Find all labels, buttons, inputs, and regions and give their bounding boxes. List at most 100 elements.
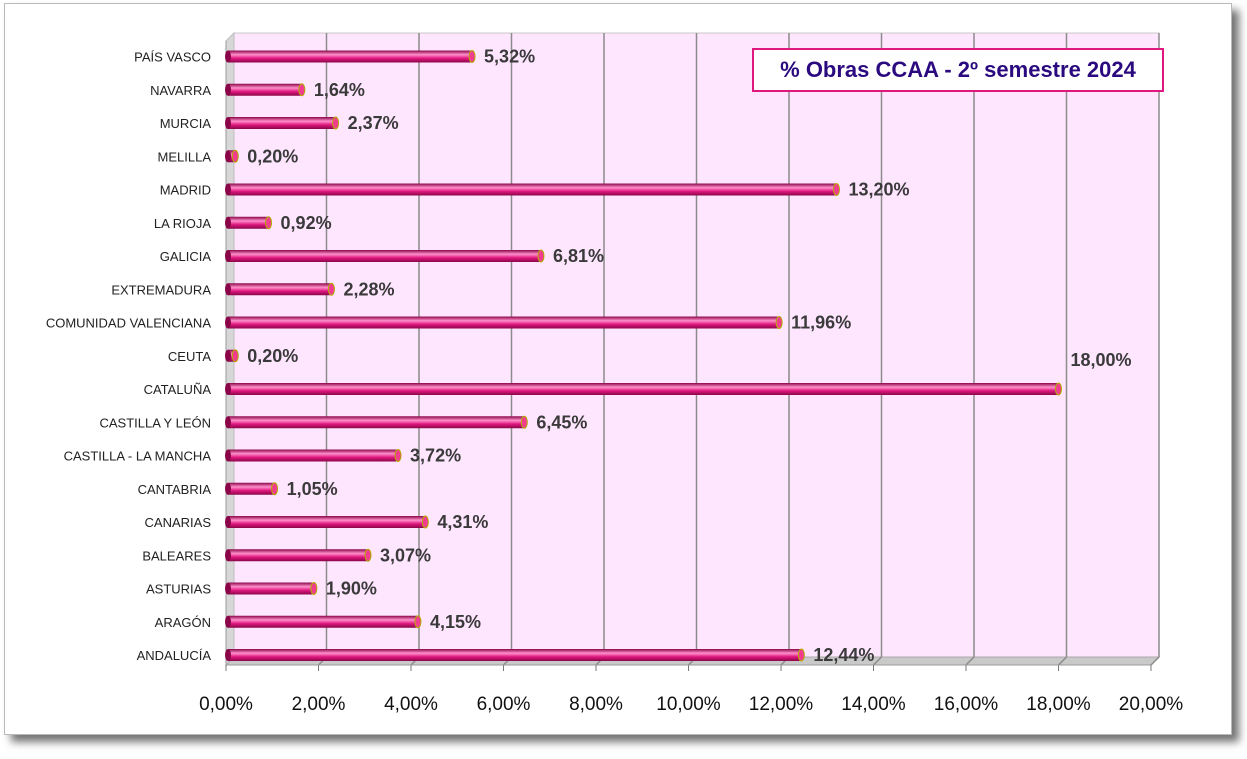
value-label: 1,64% bbox=[314, 80, 365, 100]
bar bbox=[225, 316, 783, 329]
bar-end-cap bbox=[537, 249, 545, 263]
bar-end-cap bbox=[231, 149, 239, 163]
value-label: 6,81% bbox=[553, 246, 604, 266]
category-label: CASTILLA Y LEÓN bbox=[99, 415, 211, 430]
bar-end-cap bbox=[310, 582, 318, 595]
bar-end-cap bbox=[775, 316, 783, 329]
bar bbox=[225, 149, 239, 163]
bar-end-cap bbox=[520, 415, 528, 429]
bar bbox=[225, 83, 306, 97]
bar-start-cap bbox=[225, 316, 231, 329]
bar-body bbox=[228, 416, 525, 429]
category-label: COMUNIDAD VALENCIANA bbox=[46, 316, 212, 331]
bar-start-cap bbox=[225, 482, 231, 495]
category-label: ASTURIAS bbox=[146, 582, 211, 597]
bar-end-cap bbox=[468, 50, 476, 63]
chart-title: % Obras CCAA - 2º semestre 2024 bbox=[752, 48, 1164, 92]
bar-end-cap bbox=[797, 648, 805, 662]
x-tick-label: 20,00% bbox=[1119, 694, 1184, 715]
value-label: 0,20% bbox=[247, 146, 298, 166]
bar bbox=[225, 648, 805, 662]
category-label: CATALUÑA bbox=[144, 382, 212, 397]
bar-body bbox=[228, 649, 802, 661]
category-label: GALICIA bbox=[160, 249, 212, 264]
bar-end-cap bbox=[1055, 382, 1062, 396]
bar-start-cap bbox=[225, 216, 231, 229]
x-tick-label: 6,00% bbox=[477, 694, 531, 715]
bar-start-cap bbox=[225, 416, 231, 429]
gridline-floor bbox=[1150, 656, 1160, 666]
bar-start-cap bbox=[225, 183, 231, 196]
bar-end-cap bbox=[414, 615, 422, 629]
bar-start-cap bbox=[225, 50, 231, 63]
value-label: 1,90% bbox=[326, 579, 377, 599]
bar-start-cap bbox=[225, 150, 231, 163]
bar-end-cap bbox=[364, 548, 372, 562]
category-label: NAVARRA bbox=[150, 83, 211, 98]
x-tick-label: 4,00% bbox=[384, 694, 438, 715]
x-tick-label: 18,00% bbox=[1026, 694, 1091, 715]
value-label: 4,31% bbox=[437, 512, 488, 532]
x-tick-label: 12,00% bbox=[749, 694, 814, 715]
bar-body bbox=[228, 117, 336, 129]
chart-frame: 0,00% 2,00% 4,00% 6,00% 8,00% 10,00% 12,00% 14,… bbox=[4, 3, 1232, 735]
category-label: ANDALUCÍA bbox=[137, 648, 212, 663]
bar-body bbox=[228, 183, 837, 196]
gridline-floor bbox=[965, 656, 975, 666]
bar-body bbox=[228, 449, 399, 462]
bar bbox=[225, 183, 840, 196]
bar-start-cap bbox=[225, 615, 231, 628]
bar-body bbox=[228, 482, 275, 495]
bar-end-cap bbox=[833, 183, 840, 196]
bar bbox=[225, 349, 239, 363]
value-label: 2,37% bbox=[348, 113, 399, 133]
bar bbox=[225, 50, 476, 63]
bar-start-cap bbox=[225, 83, 231, 96]
bar bbox=[225, 382, 1062, 396]
value-label: 18,00% bbox=[1071, 350, 1132, 370]
bar-end-cap bbox=[265, 216, 273, 230]
category-label: LA RIOJA bbox=[154, 216, 211, 231]
bar-end-cap bbox=[394, 449, 402, 462]
bar-body bbox=[228, 549, 368, 562]
bar-body bbox=[228, 615, 418, 628]
category-label: MADRID bbox=[160, 183, 211, 198]
category-label: CANTABRIA bbox=[138, 482, 212, 497]
value-label: 0,20% bbox=[247, 346, 298, 366]
bar-start-cap bbox=[225, 516, 231, 528]
bar bbox=[225, 415, 528, 429]
bar bbox=[225, 249, 545, 263]
gridline-floor bbox=[1057, 656, 1068, 666]
bar-start-cap bbox=[225, 349, 231, 362]
bar-body bbox=[228, 516, 426, 528]
bar bbox=[225, 548, 372, 562]
bar-end-cap bbox=[332, 116, 340, 130]
x-tick-label: 16,00% bbox=[934, 694, 999, 715]
bar-start-cap bbox=[225, 582, 231, 595]
value-label: 0,92% bbox=[281, 213, 332, 233]
value-label: 13,20% bbox=[849, 180, 910, 200]
bar-start-cap bbox=[225, 383, 231, 395]
bar bbox=[225, 582, 318, 595]
x-tick-label: 8,00% bbox=[569, 694, 623, 715]
bar-start-cap bbox=[225, 449, 231, 462]
bar-body bbox=[228, 383, 1059, 395]
x-tick-label: 10,00% bbox=[656, 694, 721, 715]
bar-body bbox=[228, 283, 332, 296]
value-label: 1,05% bbox=[287, 479, 338, 499]
value-label: 4,15% bbox=[430, 612, 481, 632]
gridline-floor bbox=[872, 656, 883, 666]
bar-start-cap bbox=[225, 649, 231, 661]
bar-body bbox=[228, 83, 302, 96]
value-label: 3,07% bbox=[380, 545, 431, 565]
bar-body bbox=[228, 250, 541, 262]
bar-end-cap bbox=[327, 282, 335, 296]
bar bbox=[225, 515, 429, 529]
bar bbox=[225, 216, 273, 230]
bar bbox=[225, 482, 279, 496]
category-label: BALEARES bbox=[142, 548, 211, 563]
bar-chart: 0,00% 2,00% 4,00% 6,00% 8,00% 10,00% 12,00% 14,… bbox=[46, 31, 1184, 715]
bar-end-cap bbox=[298, 83, 306, 97]
value-label: 5,32% bbox=[484, 47, 535, 67]
value-label: 2,28% bbox=[343, 279, 394, 299]
